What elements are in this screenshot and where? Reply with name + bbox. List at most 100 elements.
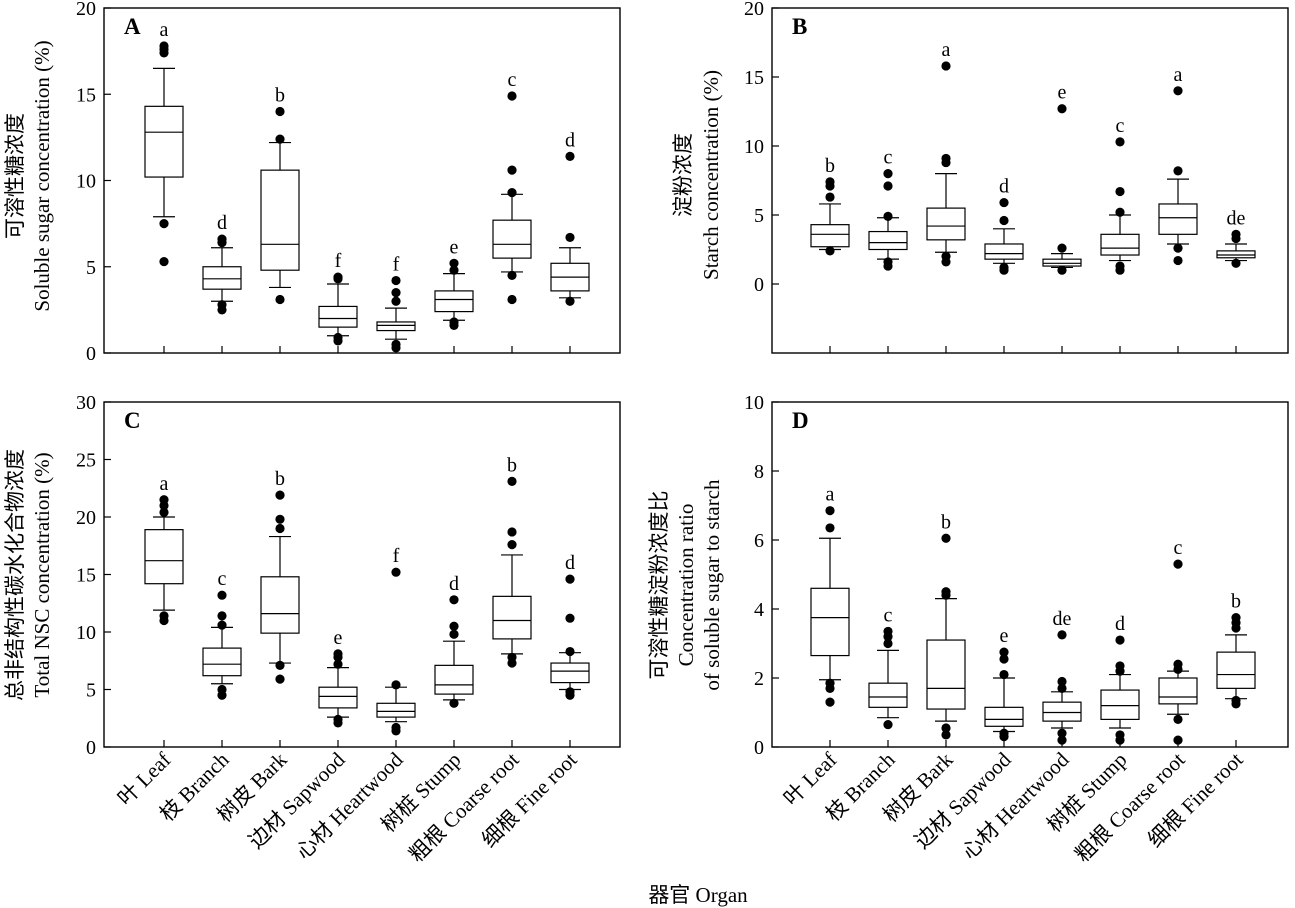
significance-letter: b	[825, 155, 835, 177]
iqr-box	[810, 224, 850, 248]
significance-letter: f	[393, 254, 400, 276]
y-tick-label: 2	[754, 668, 764, 690]
significance-letter: f	[335, 250, 342, 272]
significance-letter: e	[1058, 82, 1067, 104]
outlier-point	[1173, 735, 1183, 745]
y-tick-label: 10	[76, 171, 96, 193]
outlier-point	[275, 134, 285, 144]
outlier-point	[999, 654, 1009, 664]
panel-b-starch: 0 5 10 15 20 B 淀粉浓度 Starch concentration (%) b c a…	[671, 0, 1289, 354]
iqr-box	[1158, 677, 1198, 705]
iqr-box	[144, 529, 184, 585]
significance-letter: f	[393, 545, 400, 567]
outlier-point	[1057, 728, 1067, 738]
outlier-point	[1173, 255, 1183, 266]
outlier-point	[1057, 683, 1067, 693]
significance-letter: c	[1174, 537, 1183, 559]
outlier-point	[275, 523, 285, 534]
outlier-point	[217, 620, 227, 630]
significance-letter: c	[508, 69, 517, 91]
y-axis-label-cn: 淀粉浓度	[671, 133, 695, 217]
significance-letter: e	[334, 627, 343, 649]
outlier-point	[449, 595, 459, 605]
y-tick-label: 10	[744, 136, 764, 158]
outlier-point	[565, 296, 575, 306]
iqr-box	[1216, 250, 1256, 259]
significance-letter: a	[826, 484, 835, 506]
iqr-box	[926, 639, 966, 710]
outlier-point	[1231, 258, 1241, 268]
outlier-point	[883, 211, 893, 221]
y-axis-label-cn: 可溶性糖淀粉浓度比	[647, 491, 671, 680]
outlier-point	[333, 714, 343, 725]
panel-letter: A	[124, 14, 141, 39]
outlier-point	[941, 533, 951, 543]
panel-letter: C	[124, 408, 141, 433]
box-group: c枝 Branch	[155, 568, 242, 826]
iqr-box	[202, 266, 242, 290]
y-tick-label: 0	[86, 343, 96, 365]
outlier-point	[217, 234, 227, 244]
y-tick-label: 10	[76, 622, 96, 644]
outlier-point	[333, 649, 343, 659]
outlier-point	[507, 91, 517, 101]
significance-letter: a	[160, 473, 169, 495]
outlier-point	[507, 540, 517, 550]
box-group: a	[926, 39, 966, 353]
iqr-box	[318, 305, 358, 328]
outlier-point	[825, 697, 835, 707]
iqr-box	[868, 230, 908, 251]
iqr-box	[318, 686, 358, 709]
plot-frame	[771, 7, 1289, 354]
iqr-box	[376, 702, 416, 718]
x-axis-title: 器官 Organ	[648, 883, 748, 907]
outlier-point	[941, 587, 951, 597]
box-group: f	[318, 250, 358, 353]
outlier-point	[1173, 166, 1183, 176]
y-tick-label: 8	[754, 461, 764, 483]
outlier-point	[825, 506, 835, 516]
outlier-point	[883, 181, 893, 191]
outlier-point	[1057, 735, 1067, 745]
significance-letter: a	[1174, 64, 1183, 86]
box-group: de	[1216, 207, 1256, 353]
iqr-box	[1216, 651, 1256, 689]
y-tick-label: 20	[76, 0, 96, 20]
box-group: a叶 Leaf	[113, 473, 184, 810]
iqr-box	[492, 219, 532, 259]
iqr-box	[1100, 233, 1140, 256]
outlier-point	[1115, 186, 1125, 197]
y-tick-label: 4	[754, 599, 764, 621]
outlier-point	[883, 626, 893, 637]
outlier-point	[507, 165, 517, 175]
outlier-point	[159, 611, 169, 621]
outlier-point	[1173, 559, 1183, 569]
outlier-point	[449, 317, 459, 327]
outlier-point	[391, 722, 401, 733]
y-tick-label: 0	[86, 737, 96, 759]
significance-letter: a	[160, 19, 169, 41]
y-tick-label: 20	[744, 0, 764, 20]
outlier-point	[999, 647, 1009, 657]
y-axis-label-cn: 可溶性糖浓度	[3, 113, 27, 239]
outlier-point	[217, 300, 227, 310]
plot-frame	[771, 401, 1289, 748]
significance-letter: d	[565, 552, 575, 574]
outlier-point	[565, 574, 575, 584]
box-group: d	[550, 129, 590, 353]
outlier-point	[507, 476, 517, 486]
outlier-point	[1057, 243, 1067, 253]
outlier-point	[449, 629, 459, 639]
outlier-point	[1173, 243, 1183, 253]
iqr-box	[260, 169, 300, 271]
outlier-point	[507, 527, 517, 537]
iqr-box	[144, 105, 184, 178]
panel-c-total-nsc: 0 5 10 15 20 25 30 C 总非结构性碳水化合物浓度 Total NSC conce…	[3, 392, 621, 867]
significance-letter: d	[999, 176, 1009, 198]
outlier-point	[565, 646, 575, 657]
box-group: e	[1042, 82, 1082, 353]
iqr-box	[810, 587, 850, 657]
outlier-point	[565, 613, 575, 623]
outlier-point	[825, 246, 835, 256]
outlier-point	[941, 153, 951, 164]
